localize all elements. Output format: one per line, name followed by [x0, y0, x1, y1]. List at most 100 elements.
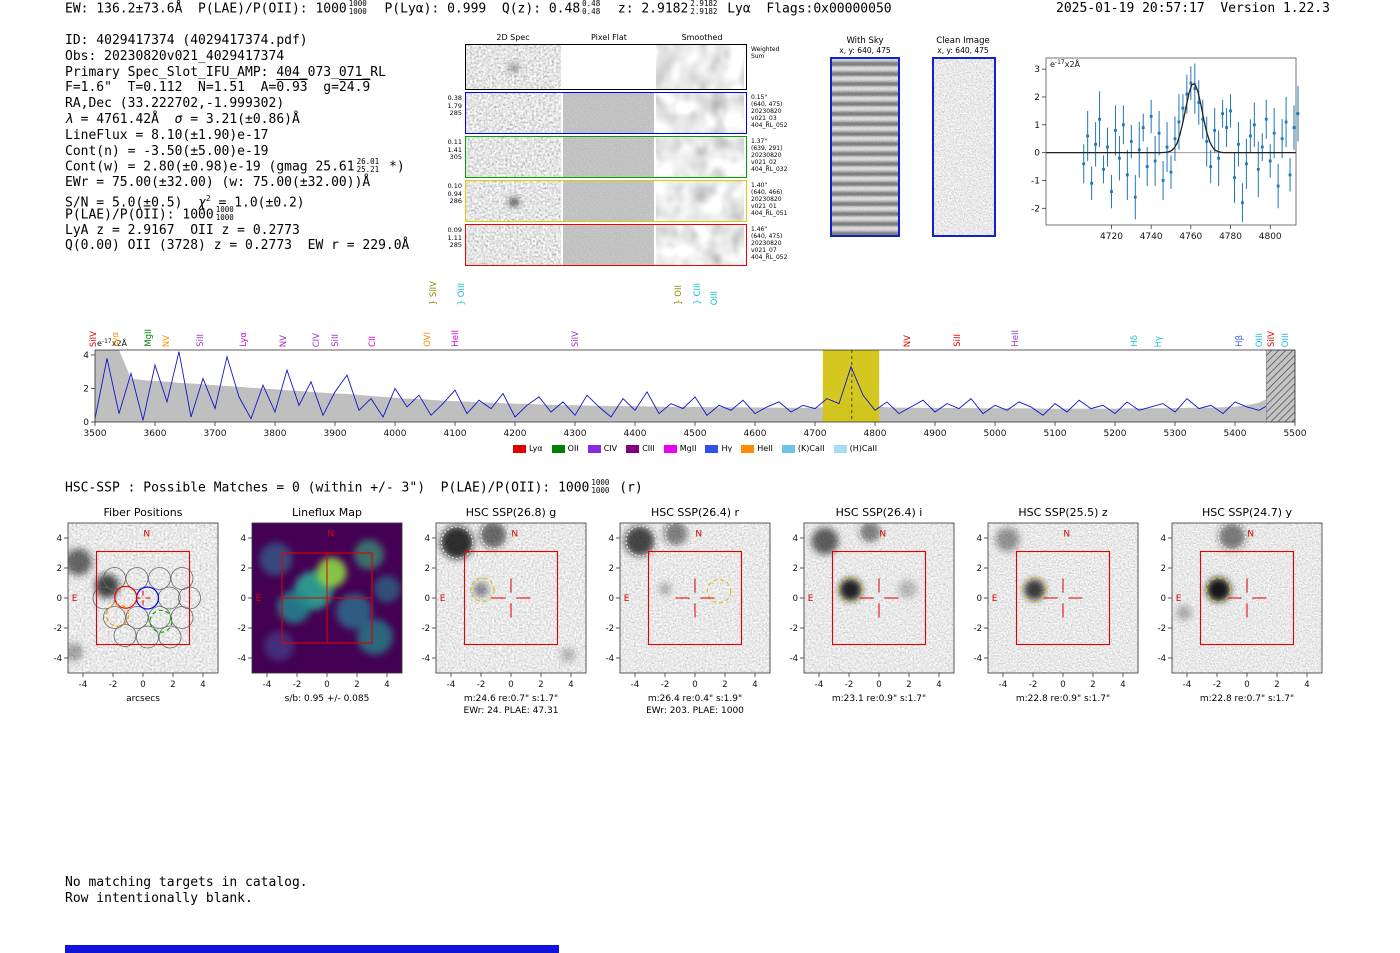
data-point — [1237, 142, 1240, 146]
y-tick-label: 2 — [241, 564, 246, 574]
data-point — [1082, 162, 1086, 166]
text-segment: P(Lyα): 0.999 Q(z): 0.48 — [368, 1, 581, 17]
source-blob — [1206, 577, 1231, 602]
annotation-line: 20230820 — [751, 196, 782, 203]
text-segment: Cont(w) = 2.80(±0.98)e-19 (gmag 25.61 — [65, 159, 355, 175]
x-tick-label: -4 — [631, 680, 639, 690]
legend-label: CIII — [642, 444, 655, 453]
cutout-title: HSC SSP(26.8) g — [465, 506, 557, 519]
y-tick-label: -4 — [1158, 654, 1166, 664]
x-tick-label: 5500 — [1284, 429, 1307, 439]
compass-east-label: E — [1176, 594, 1182, 604]
annotation-line: Weighted — [751, 46, 780, 53]
source-blob — [479, 523, 507, 549]
info-line: LineFlux = 8.10(±1.90)e-17 — [65, 128, 409, 144]
x-tick-label: 3800 — [264, 429, 287, 439]
x-tick-label: -2 — [661, 680, 669, 690]
smoothed-image — [656, 93, 744, 133]
x-tick-label: 2 — [170, 680, 175, 690]
y-tick-label: 2 — [1034, 93, 1040, 103]
compass-east-label: E — [808, 594, 814, 604]
compass-north-label: N — [327, 530, 334, 540]
cutout-content: NE — [1172, 523, 1322, 673]
legend-item: CIII — [626, 444, 655, 453]
data-point — [1161, 179, 1165, 182]
source-blob — [859, 523, 881, 543]
emission-line-label: } OII — [674, 285, 684, 305]
flux-unit-label: e-17x2Å — [1050, 58, 1081, 69]
text-segment: S/N = 5.0(±0.5) — [65, 195, 199, 211]
x-tick-label: 4 — [568, 680, 573, 690]
gaussian-fit-curve — [1046, 82, 1296, 154]
y-tick-label: -4 — [422, 654, 430, 664]
data-point — [1213, 128, 1217, 132]
tspan: e — [97, 339, 102, 348]
x-tick-label: 0 — [508, 680, 513, 690]
source-blob — [357, 619, 393, 655]
rect — [656, 225, 744, 265]
source-blob — [259, 542, 293, 576]
y-tick-label: -2 — [1031, 204, 1040, 214]
legend-item: (K)CaII — [781, 444, 825, 453]
error-envelope — [95, 350, 1295, 422]
tspan: -17 — [102, 338, 112, 345]
ifu-extent-box — [1015, 550, 1111, 646]
ifu-extent-box — [647, 550, 743, 646]
y-tick-label: 1 — [1034, 121, 1040, 131]
text-segment: EW: 136.2±73.6Å P(LAE)/P(OII): 1000 — [65, 1, 347, 17]
info-line: F=1.6" T=0.112 N=1.51 A=0.93 g=24.9 — [65, 80, 409, 96]
compass-north-label: N — [695, 530, 702, 540]
x-tick-label: 2 — [354, 680, 359, 690]
cutout-caption: m:23.1 re:0.9" s:1.7" — [831, 694, 927, 704]
fiber-circle — [148, 567, 171, 590]
legend-label: Hγ — [721, 444, 733, 453]
data-point — [1248, 134, 1252, 138]
rect — [466, 137, 561, 177]
stat-value: 1.11 — [447, 233, 462, 242]
y-tick-label: -2 — [238, 624, 246, 634]
x-tick-label: 4 — [1304, 680, 1309, 690]
x-tick-label: 4800 — [864, 429, 887, 439]
fiber-circle — [103, 567, 126, 590]
cutout-title: Lineflux Map — [291, 506, 363, 519]
noise-image — [466, 45, 561, 89]
y-tick-label: 2 — [793, 564, 798, 574]
x-tick-label: 4 — [1120, 680, 1125, 690]
x-tick-label: -4 — [447, 680, 455, 690]
noise-image — [466, 93, 561, 133]
x-tick-label: -4 — [999, 680, 1007, 690]
stacked-fraction: 1000 1000 — [215, 204, 234, 222]
x-tick-label: 4760 — [1179, 232, 1202, 242]
emission-spot — [509, 198, 519, 206]
info-line: Q(0.00) OII (3728) z = 0.2773 EW r = 229… — [65, 238, 409, 254]
cutout-caption: m:22.8 re:0.9" s:1.7" — [1015, 694, 1111, 704]
fiber-circle — [158, 625, 182, 649]
legend-swatch — [781, 444, 795, 453]
y-tick-label: 4 — [57, 534, 62, 544]
data-point — [1149, 115, 1153, 118]
cutout-title: HSC SSP(26.4) r — [650, 506, 740, 519]
rect — [466, 93, 561, 133]
data-point — [1133, 195, 1137, 199]
stat-value: 0.94 — [447, 189, 462, 198]
cutout-content: NE — [804, 523, 954, 673]
data-point — [1094, 142, 1098, 146]
source-blob — [995, 527, 1020, 552]
compass-east-label: E — [256, 594, 262, 604]
cutout-panel-hsc-y: HSC SSP(24.7) y N E -4 -4 -2 -2 0 0 2 2 4 4 m:22.8 re… — [1136, 506, 1336, 731]
rect — [563, 225, 654, 265]
spec2d-row-stats: 0.10 0.94 286 — [436, 182, 462, 206]
data-point — [1264, 117, 1268, 121]
data-point — [1141, 126, 1145, 129]
pixelflat-image — [563, 137, 654, 177]
text-segment: = 3.21(±0.86)Å — [182, 111, 300, 127]
spec2d-row-stats: 0.11 1.41 305 — [436, 138, 462, 162]
cutout-caption: m:22.8 re:0.7" s:1.7" — [1199, 694, 1295, 704]
x-tick-label: -2 — [845, 680, 853, 690]
text-segment: EWr = 75.00(±32.00) (w: 75.00(±32.00))Å — [65, 175, 371, 191]
hsc-ssp-matches-line: HSC-SSP : Possible Matches = 0 (within +… — [65, 479, 643, 496]
y-tick-label: -4 — [606, 654, 614, 664]
sky-hatch-band — [1265, 349, 1296, 423]
clean-image — [932, 57, 996, 237]
data-point — [1118, 156, 1121, 160]
